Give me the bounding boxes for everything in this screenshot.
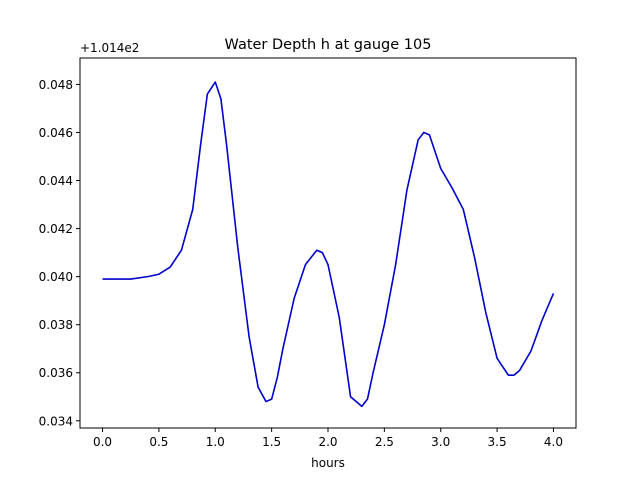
plot-frame [79,57,577,429]
y-tick-label: 0.036 [39,366,73,380]
y-axis: 0.034 0.036 0.038 0.040 0.042 0.044 0.046 0.048 [39,78,80,428]
y-tick-label: 0.046 [39,126,73,140]
y-offset-label: +1.014e2 [80,41,139,55]
plot-area [79,57,577,429]
y-tick-label: 0.038 [39,318,73,332]
chart-title: Water Depth h at gauge 105 [225,37,432,53]
y-tick-label: 0.044 [39,174,73,188]
x-tick-label: 2.5 [375,435,394,449]
series-line-h [102,81,555,408]
x-tick-label: 1.5 [262,435,281,449]
x-axis: 0.0 0.5 1.0 1.5 2.0 2.5 3.0 3.5 4.0 [93,428,563,449]
y-tick-label: 0.042 [39,222,73,236]
x-tick-label: 2.0 [318,435,337,449]
x-tick-label: 4.0 [544,435,563,449]
y-tick-label: 0.034 [39,414,73,428]
x-tick-label: 1.0 [206,435,225,449]
x-tick-label: 0.5 [149,435,168,449]
y-tick-label: 0.048 [39,78,73,92]
x-axis-label: hours [311,456,345,470]
x-tick-label: 3.0 [431,435,450,449]
x-tick-label: 0.0 [93,435,112,449]
x-tick-label: 3.5 [488,435,507,449]
y-tick-label: 0.040 [39,270,73,284]
